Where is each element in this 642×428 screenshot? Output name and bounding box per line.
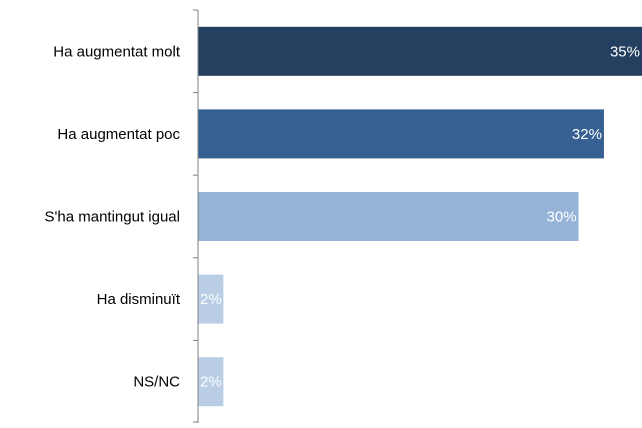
- bar-3: [198, 274, 224, 324]
- bar-2: [198, 192, 579, 241]
- category-label-3: Ha disminuït: [97, 291, 181, 308]
- bar-4: [198, 357, 224, 407]
- data-label-1: 32%: [572, 126, 602, 143]
- category-label-0: Ha augmentat molt: [53, 43, 181, 60]
- bars-layer: [198, 26, 642, 407]
- data-label-2: 30%: [547, 209, 577, 226]
- category-label-1: Ha augmentat poc: [57, 126, 180, 143]
- data-label-4: 2%: [200, 374, 222, 391]
- data-label-0: 35%: [610, 43, 640, 60]
- data-label-3: 2%: [200, 291, 222, 308]
- labels-layer: Ha augmentat molt 35% Ha augmentat poc 32% S…: [45, 43, 640, 390]
- bar-0: [198, 26, 642, 76]
- axis-layer: [193, 9, 199, 423]
- category-label-4: NS/NC: [133, 374, 180, 391]
- bar-1: [198, 109, 604, 159]
- category-label-2: S'ha mantingut igual: [45, 209, 180, 226]
